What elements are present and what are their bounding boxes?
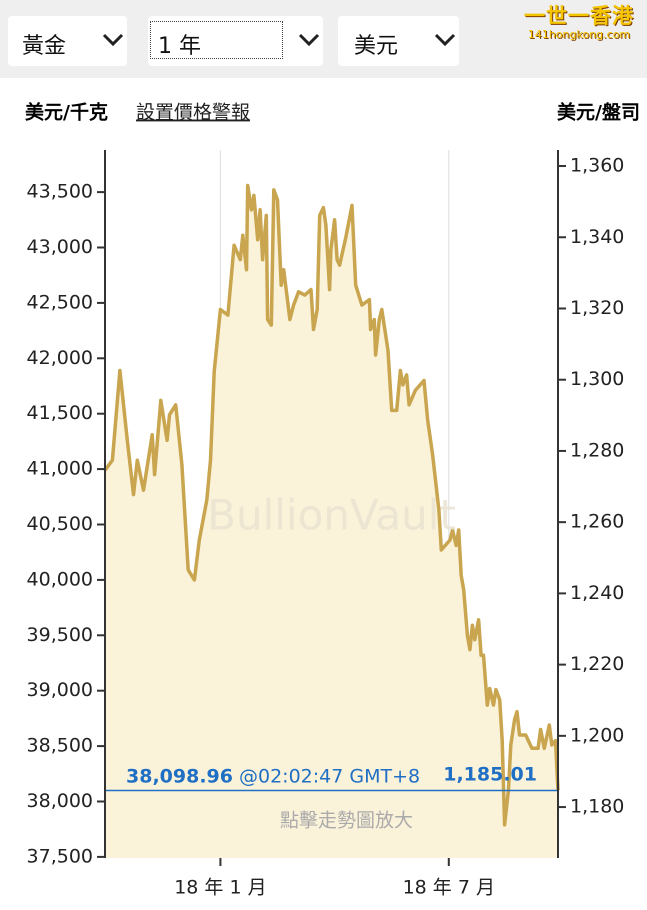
period-select[interactable]: 1 年	[148, 16, 323, 66]
y-axis-unit: 美元/千克	[25, 101, 108, 124]
y-tick-label: 39,000	[27, 679, 93, 701]
y2-tick-label: 1,260	[570, 511, 624, 533]
current-price-label: 38,098.96 @02:02:47 GMT+8	[126, 765, 420, 787]
line	[103, 183, 560, 827]
period-select-label: 1 年	[158, 34, 201, 59]
chevron	[102, 33, 124, 47]
area	[105, 185, 558, 858]
y2-tick-label: 1,280	[570, 439, 624, 461]
logo-text: 一世一香港	[524, 4, 634, 28]
focus-box	[150, 21, 283, 59]
y-tick-label: 38,500	[27, 735, 93, 757]
y-tick-label: 40,000	[27, 568, 93, 590]
y2-tick-label: 1,360	[570, 155, 624, 177]
y-tick-label: 39,500	[27, 624, 93, 646]
price-alert-link[interactable]: 設置價格警報	[136, 102, 250, 124]
y-tick-label: 42,500	[27, 291, 93, 313]
y2-tick-label: 1,340	[570, 226, 624, 248]
chart: 美元/千克 設置價格警報 美元/盤司 BullionVault 點擊走勢圖放大 38…	[25, 101, 640, 899]
y2-tick-label: 1,300	[570, 368, 624, 390]
metal-select[interactable]: 黃金	[8, 16, 127, 66]
watermark: BullionVault	[207, 491, 456, 540]
logo-url: 141hongkong.com	[527, 28, 631, 41]
current-price-oz: 1,185.01	[443, 764, 537, 786]
y-tick-label: 41,500	[27, 402, 93, 424]
chevron	[298, 33, 320, 47]
x-tick-label: 18 年 7 月	[403, 877, 495, 899]
y2-tick-label: 1,180	[570, 796, 624, 818]
y2-axis-unit: 美元/盤司	[557, 101, 640, 124]
x-tick-label: 18 年 1 月	[174, 877, 266, 899]
currency-select-label: 美元	[354, 34, 399, 59]
y2-tick-label: 1,220	[570, 653, 624, 675]
y2-tick-label: 1,200	[570, 724, 624, 746]
y2-tick-label: 1,240	[570, 582, 624, 604]
y-tick-label: 43,500	[27, 181, 93, 203]
toolbar: 黃金 1 年 美元 一世一香港 141hongkong.com	[0, 0, 647, 78]
y2-tick-label: 1,320	[570, 297, 624, 319]
metal-select-label: 黃金	[22, 34, 67, 59]
zoom-hint: 點擊走勢圖放大	[280, 810, 413, 832]
current-price: 38,098.96	[126, 765, 233, 787]
y-tick-label: 40,500	[27, 513, 93, 535]
y-tick-label: 41,000	[27, 458, 93, 480]
y-tick-label: 43,000	[27, 236, 93, 258]
logo: 一世一香港 141hongkong.com	[517, 4, 641, 42]
current-time: @02:02:47 GMT+8	[239, 765, 420, 787]
currency-select[interactable]: 美元	[338, 16, 459, 66]
chevron	[434, 33, 456, 47]
y-tick-label: 42,000	[27, 347, 93, 369]
y-tick-label: 37,500	[27, 845, 93, 867]
y-tick-label: 38,000	[27, 790, 93, 812]
